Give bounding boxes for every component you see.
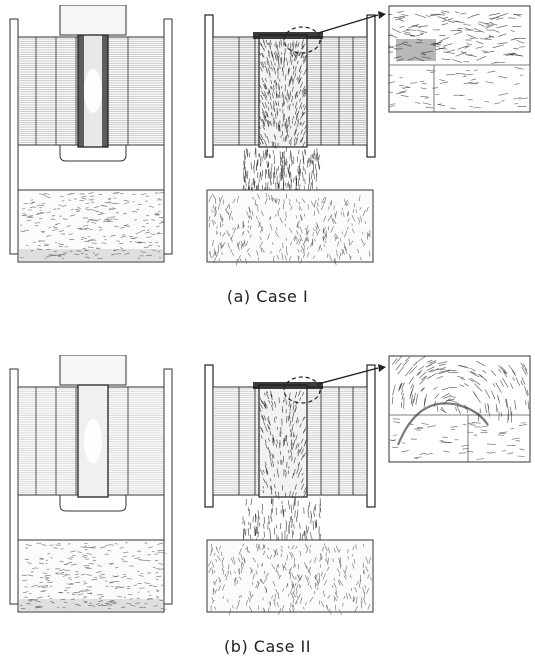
case2-middle-vector-field bbox=[204, 364, 376, 616]
case2-zoom-inset bbox=[388, 355, 531, 463]
case2-caption: (b) Case II bbox=[224, 637, 311, 656]
case1-middle-vector-field bbox=[204, 14, 376, 266]
case2-zoom-callout bbox=[283, 364, 386, 404]
case1-caption: (a) Case I bbox=[226, 287, 309, 306]
case1-zoom-callout bbox=[283, 11, 386, 54]
case1-left-vector-field bbox=[9, 5, 173, 263]
case1-zoom-inset bbox=[388, 5, 531, 113]
case2-left-vector-field bbox=[9, 355, 173, 613]
